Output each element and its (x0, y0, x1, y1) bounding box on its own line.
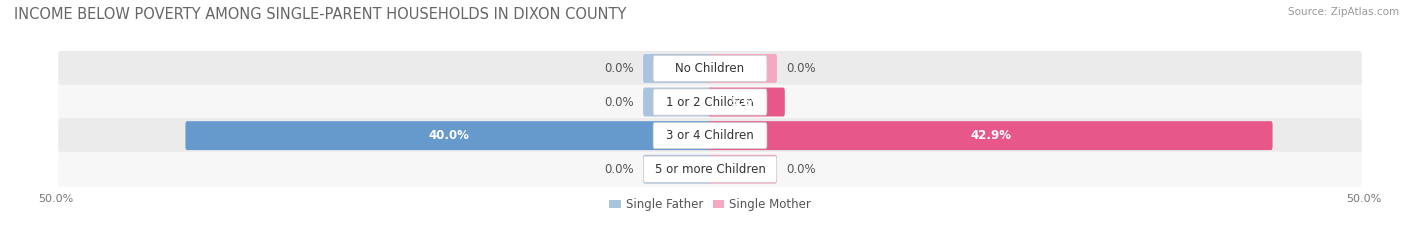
Text: Source: ZipAtlas.com: Source: ZipAtlas.com (1288, 7, 1399, 17)
FancyBboxPatch shape (644, 156, 776, 182)
FancyBboxPatch shape (654, 89, 766, 115)
FancyBboxPatch shape (709, 88, 785, 116)
FancyBboxPatch shape (58, 118, 1362, 153)
Text: 0.0%: 0.0% (605, 96, 634, 109)
Text: 0.0%: 0.0% (786, 163, 815, 176)
Text: 5 or more Children: 5 or more Children (655, 163, 765, 176)
FancyBboxPatch shape (709, 54, 778, 83)
Text: 40.0%: 40.0% (427, 129, 470, 142)
Legend: Single Father, Single Mother: Single Father, Single Mother (609, 198, 811, 211)
FancyBboxPatch shape (709, 155, 778, 184)
FancyBboxPatch shape (186, 121, 711, 150)
FancyBboxPatch shape (643, 88, 711, 116)
Text: 1 or 2 Children: 1 or 2 Children (666, 96, 754, 109)
Text: 0.0%: 0.0% (605, 62, 634, 75)
FancyBboxPatch shape (58, 85, 1362, 120)
FancyBboxPatch shape (709, 121, 1272, 150)
FancyBboxPatch shape (643, 54, 711, 83)
Text: 5.6%: 5.6% (730, 96, 763, 109)
Text: 0.0%: 0.0% (786, 62, 815, 75)
FancyBboxPatch shape (58, 152, 1362, 187)
Text: 0.0%: 0.0% (605, 163, 634, 176)
Text: 3 or 4 Children: 3 or 4 Children (666, 129, 754, 142)
Text: 42.9%: 42.9% (970, 129, 1011, 142)
Text: No Children: No Children (675, 62, 745, 75)
FancyBboxPatch shape (654, 55, 766, 82)
FancyBboxPatch shape (58, 51, 1362, 86)
Text: INCOME BELOW POVERTY AMONG SINGLE-PARENT HOUSEHOLDS IN DIXON COUNTY: INCOME BELOW POVERTY AMONG SINGLE-PARENT… (14, 7, 627, 22)
FancyBboxPatch shape (654, 123, 766, 149)
FancyBboxPatch shape (643, 155, 711, 184)
